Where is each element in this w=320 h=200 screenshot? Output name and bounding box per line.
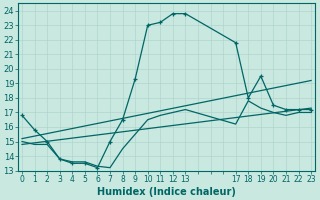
X-axis label: Humidex (Indice chaleur): Humidex (Indice chaleur)	[97, 187, 236, 197]
